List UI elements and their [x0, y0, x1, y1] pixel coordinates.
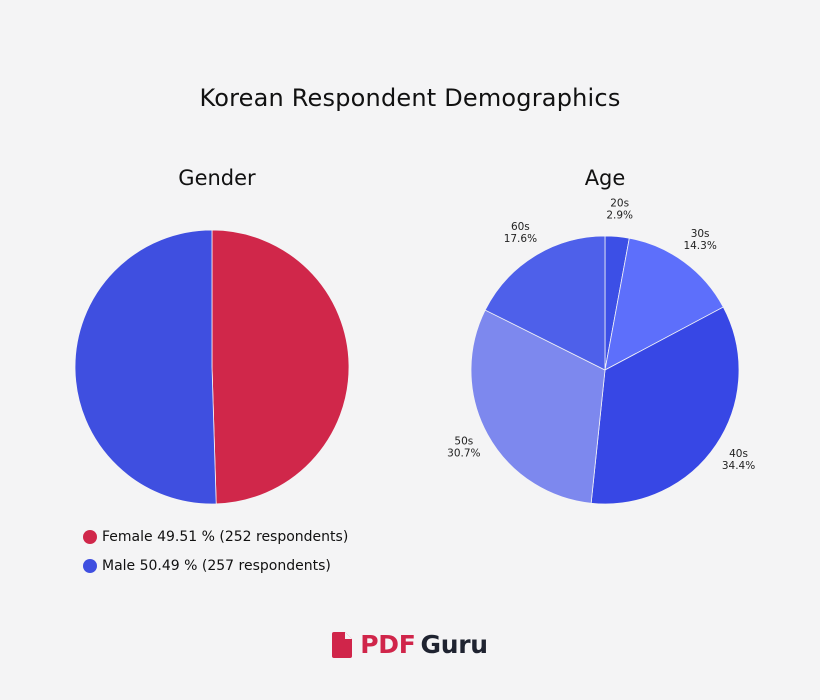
legend-label-male: Male 50.49 %	[102, 558, 198, 574]
gender-slice-male	[74, 229, 217, 505]
legend-marker-male	[83, 559, 97, 573]
age-slice-50s	[470, 309, 606, 504]
pdf-document-icon	[332, 631, 353, 658]
gender-slice-female	[211, 229, 350, 505]
gender-legend: Female 49.51 % (252 respondents) Male 50…	[83, 527, 348, 585]
legend-count-female: (252 respondents)	[219, 529, 349, 545]
age-slice-60s	[484, 235, 606, 371]
age-label-20s-name: 20s	[610, 198, 629, 210]
legend-item-female: Female 49.51 % (252 respondents)	[83, 527, 348, 547]
age-chart-title: Age	[584, 166, 626, 190]
logo-text-pdf: PDF	[360, 630, 416, 659]
gender-chart-title: Gender	[178, 166, 256, 190]
age-label-60s-value: 17.6%	[504, 233, 537, 245]
pdf-guru-logo: PDF Guru	[0, 630, 820, 659]
logo-text-guru: Guru	[420, 630, 489, 659]
age-label-20s-value: 2.9%	[606, 210, 633, 222]
page-title: Korean Respondent Demographics	[199, 84, 621, 112]
age-label-30s-name: 30s	[691, 228, 710, 240]
age-label-50s-name: 50s	[454, 435, 473, 447]
age-label-30s-value: 14.3%	[683, 240, 716, 252]
age-slice-30s	[604, 237, 724, 371]
age-label-50s-value: 30.7%	[447, 447, 480, 459]
legend-count-male: (257 respondents)	[201, 558, 331, 574]
age-label-40s-name: 40s	[729, 448, 748, 460]
legend-item-male: Male 50.49 % (257 respondents)	[83, 556, 348, 576]
age-slice-40s	[590, 306, 740, 505]
legend-label-female: Female 49.51 %	[102, 529, 215, 545]
legend-marker-female	[83, 530, 97, 544]
age-label-60s-name: 60s	[511, 221, 530, 233]
age-label-40s-value: 34.4%	[722, 460, 755, 472]
